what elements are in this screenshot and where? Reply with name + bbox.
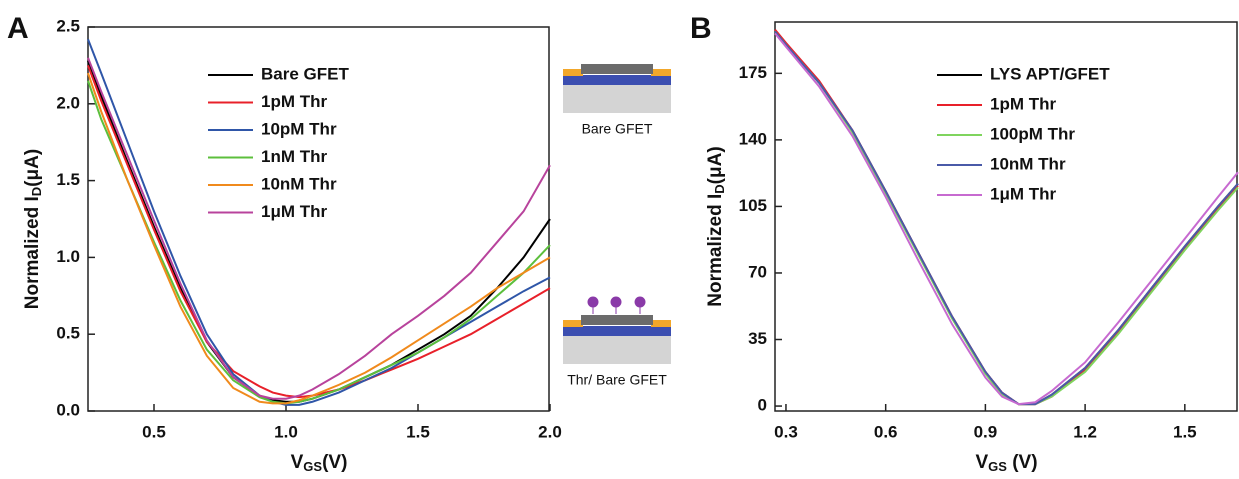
y-tick-label: 35 (748, 329, 767, 348)
legend-label: LYS APT/GFET (990, 64, 1110, 83)
legend-label: 10pM Thr (261, 119, 337, 138)
data-line (87, 60, 551, 403)
bare-gfet-inset (563, 64, 671, 113)
legend-label: 1pM Thr (261, 92, 327, 111)
legend-label: 10nM Thr (261, 174, 337, 193)
axis-label: VGS(V) (291, 452, 348, 474)
y-tick-label: 0 (758, 396, 767, 415)
data-line (87, 80, 551, 405)
axis-label-sub: GS (988, 459, 1007, 474)
y-tick-label: 2.0 (56, 93, 80, 112)
axis-label-rest: (μA) (22, 149, 43, 187)
data-line (774, 30, 1239, 406)
axis-label-main: V (975, 452, 988, 473)
legend-label: 1nM Thr (261, 147, 327, 166)
data-line (87, 57, 551, 400)
plot-frame (774, 21, 1238, 412)
axis-label-sub: D (712, 184, 727, 193)
x-tick-label: 1.0 (274, 422, 298, 441)
legend-label: 1μM Thr (261, 202, 328, 221)
legend-label: 100pM Thr (990, 124, 1075, 143)
data-line (774, 32, 1239, 406)
y-tick-label: 0.0 (56, 400, 80, 419)
x-tick-label: 0.9 (974, 422, 998, 441)
data-line (774, 28, 1239, 406)
axis-label-rest: (μA) (705, 146, 726, 184)
axis-label-rest: (V) (1007, 452, 1038, 473)
legend-label: 10nM Thr (990, 154, 1066, 173)
axis-label-main: V (291, 452, 304, 473)
x-tick-label: 0.5 (142, 422, 166, 441)
y-tick-label: 70 (748, 262, 767, 281)
axis-label-sub: GS (303, 459, 322, 474)
x-tick-label: 0.6 (874, 422, 898, 441)
data-line (87, 65, 551, 399)
legend-label: 1pM Thr (990, 94, 1056, 113)
axis-label: VGS (V) (975, 452, 1037, 474)
y-tick-label: 105 (739, 196, 767, 215)
axis-label-main: Normalized I (22, 196, 43, 309)
data-line (774, 30, 1239, 406)
data-line (87, 72, 551, 405)
y-tick-label: 175 (739, 63, 767, 82)
axis-label: Normalized ID(μA) (705, 146, 727, 306)
thr-gfet-inset (563, 296, 671, 364)
y-tick-label: 1.5 (56, 170, 80, 189)
inset-label: Thr/ Bare GFET (567, 372, 667, 388)
legend-label: Bare GFET (261, 64, 349, 83)
panel-label: A (7, 12, 29, 45)
y-tick-label: 1.0 (56, 247, 80, 266)
axis-label-rest: (V) (322, 452, 347, 473)
x-tick-label: 1.5 (406, 422, 430, 441)
axis-label: Normalized ID(μA) (22, 149, 44, 309)
y-tick-label: 140 (739, 129, 767, 148)
x-tick-label: 2.0 (538, 422, 562, 441)
data-line (87, 38, 551, 406)
x-tick-label: 1.5 (1173, 422, 1197, 441)
panel-label: B (690, 12, 712, 45)
x-tick-label: 0.3 (774, 422, 798, 441)
axis-label-sub: D (29, 187, 44, 196)
data-line (774, 30, 1239, 406)
legend-label: 1μM Thr (990, 184, 1057, 203)
axis-label-main: Normalized I (705, 194, 726, 307)
y-tick-label: 0.5 (56, 324, 80, 343)
x-tick-label: 1.2 (1073, 422, 1097, 441)
y-tick-label: 2.5 (56, 16, 80, 35)
inset-label: Bare GFET (582, 121, 653, 137)
